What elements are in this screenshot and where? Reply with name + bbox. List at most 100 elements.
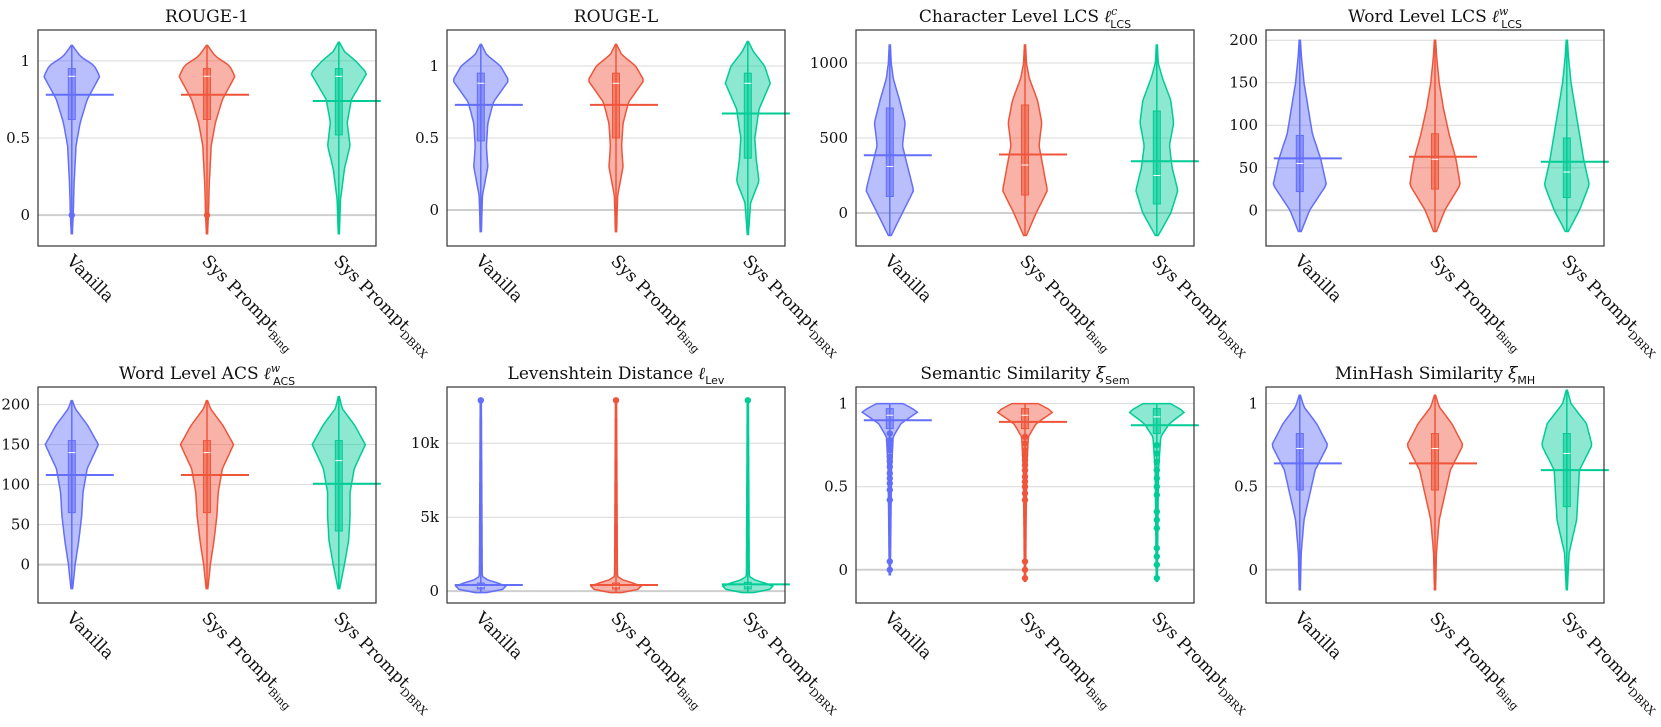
chart-title: Semantic Similarity ξSem <box>920 364 1129 387</box>
violin-sys-prompt-dbrx <box>721 397 790 594</box>
violin-iqr-box <box>1562 137 1571 199</box>
category-label: Sys PromptBing <box>1013 608 1117 712</box>
plot-frame <box>1265 386 1605 604</box>
outlier-point <box>1153 466 1161 474</box>
category-label: Vanilla <box>62 608 118 664</box>
outlier-point <box>886 441 893 449</box>
violin-vanilla <box>860 402 932 576</box>
y-tick-label: 0 <box>1248 201 1258 219</box>
category-label: Sys PromptDBRX <box>327 251 437 361</box>
violin-iqr-box <box>885 408 894 430</box>
category-label: Sys PromptBing <box>195 251 299 355</box>
violin-iqr-box <box>1021 408 1029 430</box>
y-tick-label: 150 <box>1229 74 1258 92</box>
violin-sys-prompt-dbrx <box>721 40 790 236</box>
y-tick-label: 0 <box>429 582 439 600</box>
outlier-point <box>477 397 484 404</box>
violin-sys-prompt-bing <box>999 44 1067 237</box>
violin-sys-prompt-dbrx <box>1540 39 1609 233</box>
category-label: Vanilla <box>1290 608 1346 664</box>
violin-sys-prompt-bing <box>178 44 249 235</box>
outlier-point <box>203 211 211 219</box>
outlier-point <box>886 436 893 444</box>
outlier-point <box>1021 496 1029 504</box>
y-tick-label: 1 <box>429 57 439 75</box>
chart-title: MinHash Similarity ξMH <box>1335 364 1535 387</box>
chart-panel-5: 0 50 100 150 200 Vanilla Sys PromptBing Sys Pro… <box>1 362 437 718</box>
outlier-point <box>1021 490 1029 497</box>
outlier-point <box>1021 451 1029 459</box>
category-label: Vanilla <box>471 251 527 307</box>
category-label: Vanilla <box>880 251 936 307</box>
plot-frame <box>446 29 786 247</box>
category-label: Sys PromptBing <box>1423 608 1527 712</box>
chart-title: Word Level ACS ℓw ACS <box>119 362 295 388</box>
plot-frame <box>37 29 377 247</box>
violin-vanilla <box>43 44 114 235</box>
category-label: Sys PromptDBRX <box>1145 608 1255 718</box>
violin-sys-prompt-bing <box>179 399 249 590</box>
outlier-point <box>1153 475 1161 482</box>
y-tick-label: 200 <box>1 396 30 414</box>
outlier-point <box>886 430 893 437</box>
category-label: Vanilla <box>1290 251 1346 307</box>
plot-frame <box>855 386 1195 604</box>
violin-sys-prompt-dbrx <box>310 41 381 235</box>
category-label: Sys PromptDBRX <box>1145 251 1255 361</box>
violin-iqr-box <box>885 107 894 197</box>
outlier-point <box>886 480 893 487</box>
category-label: Sys PromptDBRX <box>736 608 846 718</box>
outlier-point <box>886 566 893 573</box>
outlier-point <box>68 211 76 219</box>
category-label: Sys PromptDBRX <box>327 608 437 718</box>
y-tick-label: 1 <box>20 52 30 70</box>
category-label: Vanilla <box>880 608 936 664</box>
violin-sys-prompt-dbrx <box>1540 389 1609 591</box>
chart-title: Character Level LCS ℓc LCS <box>919 5 1131 31</box>
category-label: Vanilla <box>62 251 118 307</box>
y-tick-label: 0 <box>20 206 30 224</box>
outlier-point <box>612 397 620 404</box>
violin-iqr-box <box>334 440 343 532</box>
y-tick-label: 50 <box>11 516 30 534</box>
y-tick-label: 0 <box>1248 561 1258 579</box>
violin-iqr-box <box>1431 133 1439 190</box>
outlier-point <box>1021 574 1029 582</box>
outlier-point <box>1021 483 1029 490</box>
category-label: Sys PromptDBRX <box>1555 251 1661 361</box>
chart-title: ROUGE-L <box>574 7 658 27</box>
violin-iqr-box <box>1152 110 1161 205</box>
y-tick-label: 200 <box>1229 31 1258 49</box>
plot-frame <box>855 29 1195 247</box>
violin-vanilla <box>454 397 523 594</box>
y-tick-label: 0.5 <box>1234 478 1258 496</box>
outlier-point <box>1153 516 1161 524</box>
category-label: Sys PromptDBRX <box>736 251 846 361</box>
violin-iqr-box <box>1152 408 1161 435</box>
violin-iqr-box <box>476 72 485 142</box>
violin-sys-prompt-dbrx <box>1130 44 1199 237</box>
y-tick-label: 0 <box>838 561 848 579</box>
outlier-point <box>1021 466 1029 474</box>
outlier-point <box>886 475 893 482</box>
outlier-point <box>1021 461 1029 469</box>
outlier-point <box>886 496 893 504</box>
chart-panel-8: 0 0.5 1 Vanilla Sys PromptBing Sys PromptDBRX… <box>1234 364 1658 718</box>
outlier-point <box>1021 558 1029 565</box>
y-tick-label: 0 <box>429 201 439 219</box>
violin-vanilla <box>44 399 114 590</box>
plot-frame <box>37 386 377 604</box>
chart-panel-6: 0 5k 10k Vanilla Sys PromptBing Sys PromptDBR… <box>411 364 846 718</box>
outlier-point <box>886 458 893 465</box>
outlier-point <box>886 453 893 460</box>
violin-sys-prompt-bing <box>996 402 1067 583</box>
violin-iqr-box <box>203 440 211 514</box>
outlier-point <box>744 397 752 404</box>
y-tick-label: 0.5 <box>824 478 848 496</box>
y-tick-label: 0.5 <box>6 129 30 147</box>
violin-vanilla <box>453 43 523 233</box>
outlier-point <box>1153 483 1161 490</box>
chart-panel-7: 0 0.5 1 Vanilla Sys PromptBing Sys PromptDBRX… <box>824 364 1255 718</box>
category-label: Sys PromptBing <box>604 608 708 712</box>
chart-panel-2: 0 0.5 1 Vanilla Sys PromptBing Sys PromptDBRX… <box>415 7 846 361</box>
